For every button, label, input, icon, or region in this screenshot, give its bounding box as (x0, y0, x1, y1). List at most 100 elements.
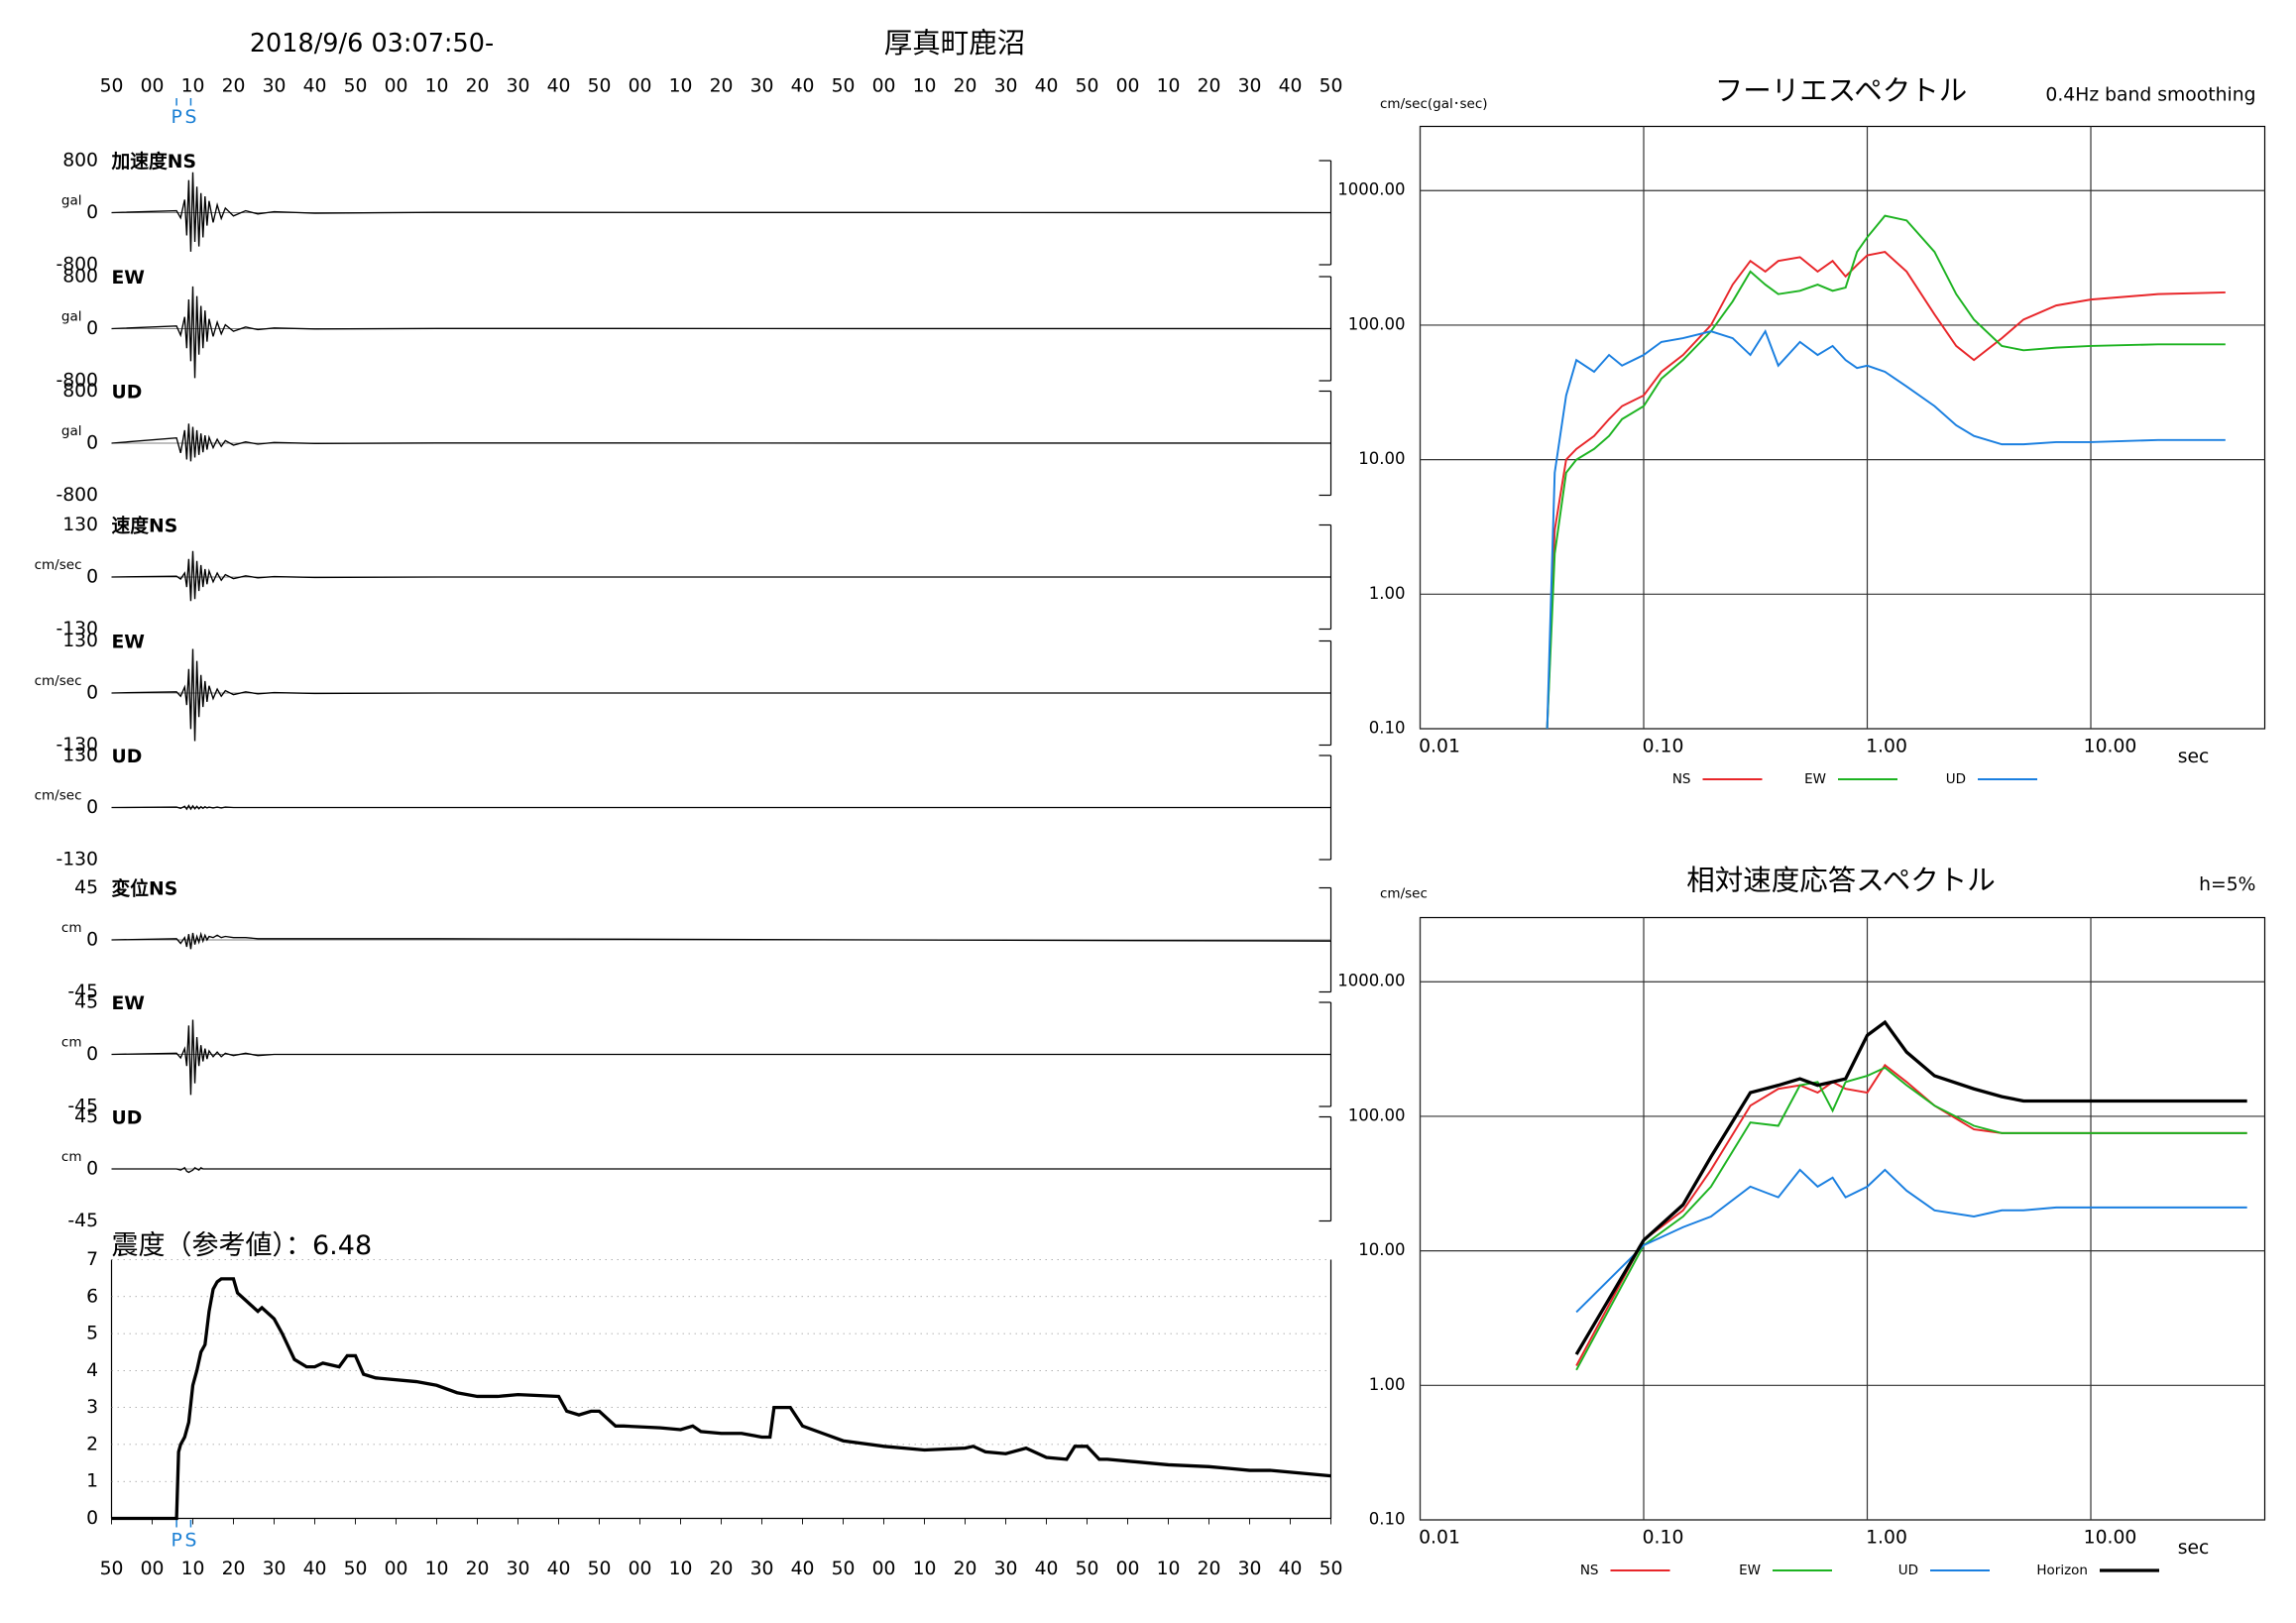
top-x-tick-label: 00 (629, 76, 652, 97)
top-x-tick-label: 10 (425, 76, 449, 97)
y-tick-label: 10.00 (1358, 449, 1405, 468)
y-tick-label: 2 (86, 1434, 98, 1454)
top-x-tick-label: 20 (954, 76, 977, 97)
top-x-tick-label: 00 (385, 76, 408, 97)
datetime: 2018/9/6 03:07:50- (250, 29, 494, 58)
bottom-x-tick-label: 30 (750, 1559, 774, 1579)
bottom-x-tick-label: 20 (222, 1559, 246, 1579)
y-axis-label: cm/sec (1380, 886, 1428, 902)
unit-label: cm (61, 1035, 82, 1051)
bottom-x-tick-label: 50 (100, 1559, 124, 1579)
top-x-tick-label: 50 (344, 76, 368, 97)
panel-title: UD (112, 383, 143, 404)
y-tick-label: 800 (62, 151, 98, 172)
x-tick-label: 0.01 (1419, 1528, 1460, 1549)
x-axis-label: sec (2178, 747, 2210, 767)
x-axis-label: sec (2178, 1538, 2210, 1559)
top-x-tick-label: 50 (1076, 76, 1099, 97)
bottom-x-tick-label: 40 (547, 1559, 571, 1579)
spectrum-line (1546, 328, 2226, 730)
panel-title: 加速度NS (111, 150, 196, 173)
y-tick-label: 130 (62, 515, 98, 535)
top-x-tick-label: 40 (547, 76, 571, 97)
y-tick-label: 0 (86, 567, 98, 588)
bottom-x-tick-label: 40 (303, 1559, 327, 1579)
unit-label: gal (61, 423, 82, 439)
y-tick-label: 45 (74, 877, 98, 898)
chart-title: フーリエスペクトル (1715, 74, 1968, 107)
panel-title: 速度NS (112, 515, 178, 537)
waveform (111, 648, 1331, 742)
panel-title: 変位NS (112, 877, 178, 900)
y-tick-label: 10.00 (1358, 1240, 1405, 1259)
y-axis-label: cm/sec(gal･sec) (1380, 96, 1488, 112)
top-x-tick-label: 10 (913, 76, 937, 97)
waveform (111, 172, 1331, 252)
x-tick-label: 0.10 (1643, 1528, 1684, 1549)
waveform (111, 1166, 1331, 1174)
top-x-tick-label: 00 (141, 76, 165, 97)
y-tick-label: 0 (86, 318, 98, 339)
y-tick-label: 0 (86, 1159, 98, 1180)
y-tick-label: 100.00 (1348, 1105, 1406, 1124)
y-tick-label: 0.10 (1369, 719, 1406, 738)
bottom-x-tick-label: 00 (629, 1559, 652, 1579)
y-tick-label: 1000.00 (1337, 180, 1405, 199)
top-x-tick-label: 40 (1279, 76, 1303, 97)
bottom-x-tick-label: 20 (466, 1559, 490, 1579)
top-x-tick-label: 20 (1198, 76, 1221, 97)
legend-label: NS (1672, 771, 1691, 787)
legend-label: EW (1739, 1563, 1761, 1578)
bottom-x-tick-label: 30 (263, 1559, 287, 1579)
top-x-tick-label: 50 (832, 76, 856, 97)
unit-label: cm/sec (35, 788, 82, 804)
bottom-x-tick-label: 00 (141, 1559, 165, 1579)
waveform (111, 550, 1331, 602)
top-x-tick-label: 20 (466, 76, 490, 97)
waveform (111, 931, 1331, 950)
y-tick-label: 1.00 (1369, 584, 1406, 603)
bottom-x-tick-label: 10 (913, 1559, 937, 1579)
bottom-x-tick-label: 50 (344, 1559, 368, 1579)
spectrum-line (1575, 1066, 2247, 1371)
unit-label: gal (61, 309, 82, 325)
bottom-x-tick-label: 50 (832, 1559, 856, 1579)
x-tick-label: 1.00 (1866, 737, 1907, 757)
y-tick-label: -800 (56, 371, 98, 392)
y-tick-label: -800 (56, 485, 98, 506)
spectrum-line (1575, 1168, 2247, 1314)
y-tick-label: 0.10 (1369, 1510, 1406, 1529)
intensity-max: 6.48 (312, 1230, 372, 1261)
y-tick-label: -130 (56, 735, 98, 755)
top-x-tick-label: 20 (710, 76, 734, 97)
bottom-x-tick-label: 50 (588, 1559, 612, 1579)
y-tick-label: 0 (86, 433, 98, 454)
top-x-tick-label: 10 (181, 76, 205, 97)
chart-title: 相対速度応答スペクトル (1686, 865, 1996, 897)
top-x-tick-label: 30 (750, 76, 774, 97)
y-tick-label: 45 (74, 992, 98, 1013)
y-tick-label: -45 (67, 982, 98, 1002)
legend-label: NS (1580, 1563, 1599, 1578)
x-tick-label: 10.00 (2084, 1528, 2137, 1549)
top-x-tick-label: 00 (1116, 76, 1140, 97)
top-x-tick-label: 50 (588, 76, 612, 97)
top-x-tick-label: 00 (872, 76, 896, 97)
top-x-tick-label: 40 (791, 76, 815, 97)
top-x-tick-label: 10 (669, 76, 693, 97)
bottom-x-tick-label: 30 (994, 1559, 1018, 1579)
y-tick-label: 130 (62, 746, 98, 766)
legend-label: UD (1946, 771, 1966, 787)
panel-title: UD (112, 1108, 143, 1129)
y-tick-label: 45 (74, 1106, 98, 1127)
station: 厚真町鹿沼 (884, 27, 1026, 59)
y-tick-label: 100.00 (1348, 314, 1406, 333)
waveform (111, 1019, 1331, 1096)
unit-label: gal (61, 193, 82, 209)
y-tick-label: 0 (86, 202, 98, 223)
p-label: P (171, 107, 181, 128)
legend-label: UD (1898, 1563, 1918, 1578)
y-tick-label: -130 (56, 619, 98, 639)
